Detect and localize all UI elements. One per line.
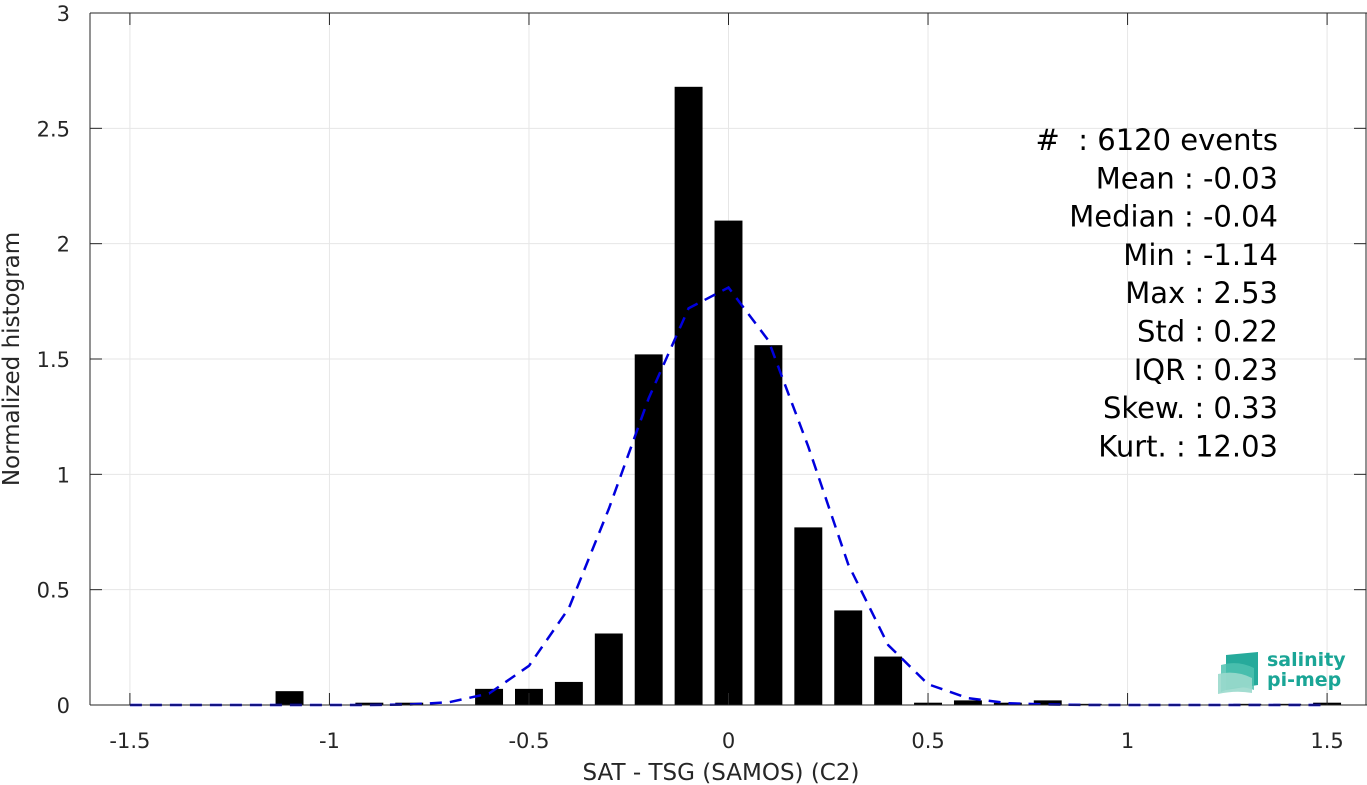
histogram-bar	[355, 702, 384, 705]
y-tick-label: 1	[57, 463, 70, 487]
histogram-bar	[834, 610, 863, 705]
y-tick-labels: 0 0.5 1 1.5 2 2.5 3	[37, 2, 70, 718]
histogram-bar	[953, 700, 982, 705]
y-axis-label: Normalized histogram	[0, 232, 25, 486]
histogram-bar	[554, 681, 583, 705]
x-tick-label: 1.5	[1310, 729, 1343, 753]
histogram-bar	[1233, 703, 1262, 705]
gaussian-fit-curve	[129, 285, 1328, 707]
stats-line: Skew. : 0.33	[1103, 391, 1278, 425]
histogram-bar	[1273, 703, 1302, 705]
histogram-bar	[674, 86, 703, 705]
y-tick-label: 0.5	[37, 579, 70, 603]
stats-line: IQR : 0.23	[1134, 353, 1278, 387]
y-tick-label: 1.5	[37, 348, 70, 372]
y-tick-label: 0	[57, 694, 70, 718]
stats-line: Min : -1.14	[1123, 238, 1278, 272]
stats-line: Kurt. : 12.03	[1098, 429, 1278, 463]
histogram-bar	[794, 527, 823, 705]
histogram-bar	[395, 702, 424, 705]
stats-line: # : 6120 events	[1036, 123, 1278, 157]
statistics-box: # : 6120 events Mean : -0.03 Median : -0.0…	[1036, 123, 1278, 463]
wave-logo-icon	[1218, 652, 1258, 694]
histogram-bar	[1033, 700, 1062, 705]
y-tick-label: 2.5	[37, 117, 70, 141]
stats-line: Median : -0.04	[1069, 200, 1278, 234]
stats-line: Max : 2.53	[1125, 276, 1278, 310]
histogram-bar	[714, 220, 743, 705]
histogram-bar	[475, 688, 504, 705]
x-tick-label: -1.5	[109, 729, 150, 753]
x-tick-label: -1	[319, 729, 340, 753]
x-tick-label: 1	[1121, 729, 1134, 753]
histogram-bar	[754, 345, 783, 705]
axes	[89, 12, 1367, 706]
stats-line: Mean : -0.03	[1096, 161, 1278, 195]
x-tick-label: 0.5	[911, 729, 944, 753]
x-tick-labels: -1.5 -1 -0.5 0 0.5 1 1.5	[109, 729, 1343, 753]
y-tick-label: 3	[57, 2, 70, 26]
logo-text-salinity: salinity	[1267, 649, 1346, 671]
y-tick-label: 2	[57, 233, 70, 257]
x-tick-label: -0.5	[508, 729, 549, 753]
histogram-bar	[634, 354, 663, 705]
x-axis-label: SAT - TSG (SAMOS) (C2)	[583, 760, 860, 785]
histogram-bar	[993, 702, 1022, 705]
histogram-bar	[1073, 703, 1102, 705]
histogram-bars	[275, 86, 1342, 705]
histogram-bar	[594, 633, 623, 705]
logo-text-pimep: pi-mep	[1267, 669, 1341, 691]
salinity-pimep-logo: salinity pi-mep	[1218, 649, 1346, 694]
histogram-bar	[874, 656, 903, 705]
histogram-bar	[275, 691, 304, 705]
stats-line: Std : 0.22	[1137, 315, 1278, 349]
x-tick-label: 0	[722, 729, 735, 753]
